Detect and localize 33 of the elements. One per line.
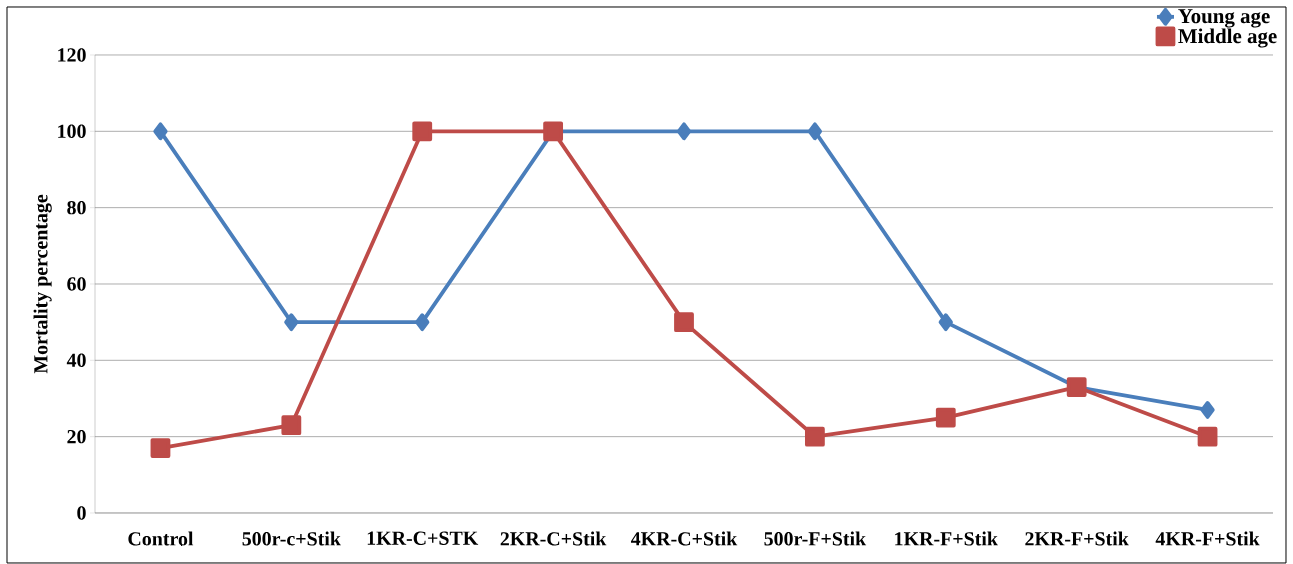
x-tick-label: 500r-c+Stik — [242, 531, 341, 546]
point — [1197, 426, 1218, 447]
x-tick-label: 4KR-C+Stik — [630, 531, 738, 546]
point — [676, 122, 692, 141]
point — [938, 313, 953, 332]
x-tick-label: 2KR-F+Stik — [1025, 531, 1129, 546]
y-tick-label: 0 — [77, 506, 86, 520]
x-tick-label: 2KR-C+Stik — [500, 531, 607, 546]
x-tick-label: 1KR-C+STK — [367, 531, 479, 545]
y-tick-label: 20 — [67, 429, 86, 444]
x-tick-label: 4KR-F+Stik — [1155, 531, 1260, 546]
y-axis-title: Mortality percentage — [33, 194, 52, 374]
point — [1200, 401, 1215, 419]
point — [674, 312, 694, 333]
point — [281, 415, 302, 436]
point — [284, 313, 299, 332]
point — [935, 407, 956, 428]
point — [804, 426, 825, 447]
y-tick-label: 80 — [67, 200, 86, 215]
point — [415, 313, 430, 332]
point — [412, 121, 433, 142]
y-tick-label: 40 — [66, 353, 86, 368]
y-tick-label: 60 — [67, 277, 86, 291]
x-tick-label: 500r-F+Stik — [764, 531, 867, 546]
x-tick-label: Control — [128, 531, 194, 546]
y-tick-label: 120 — [58, 48, 86, 62]
x-tick-label: 1KR-F+Stik — [895, 531, 998, 546]
legend-label: Young age — [1178, 9, 1270, 28]
point — [807, 122, 823, 141]
point — [150, 438, 171, 458]
legend-label: Middle age — [1178, 28, 1277, 48]
y-tick-label: 100 — [58, 124, 86, 139]
point — [153, 122, 168, 141]
